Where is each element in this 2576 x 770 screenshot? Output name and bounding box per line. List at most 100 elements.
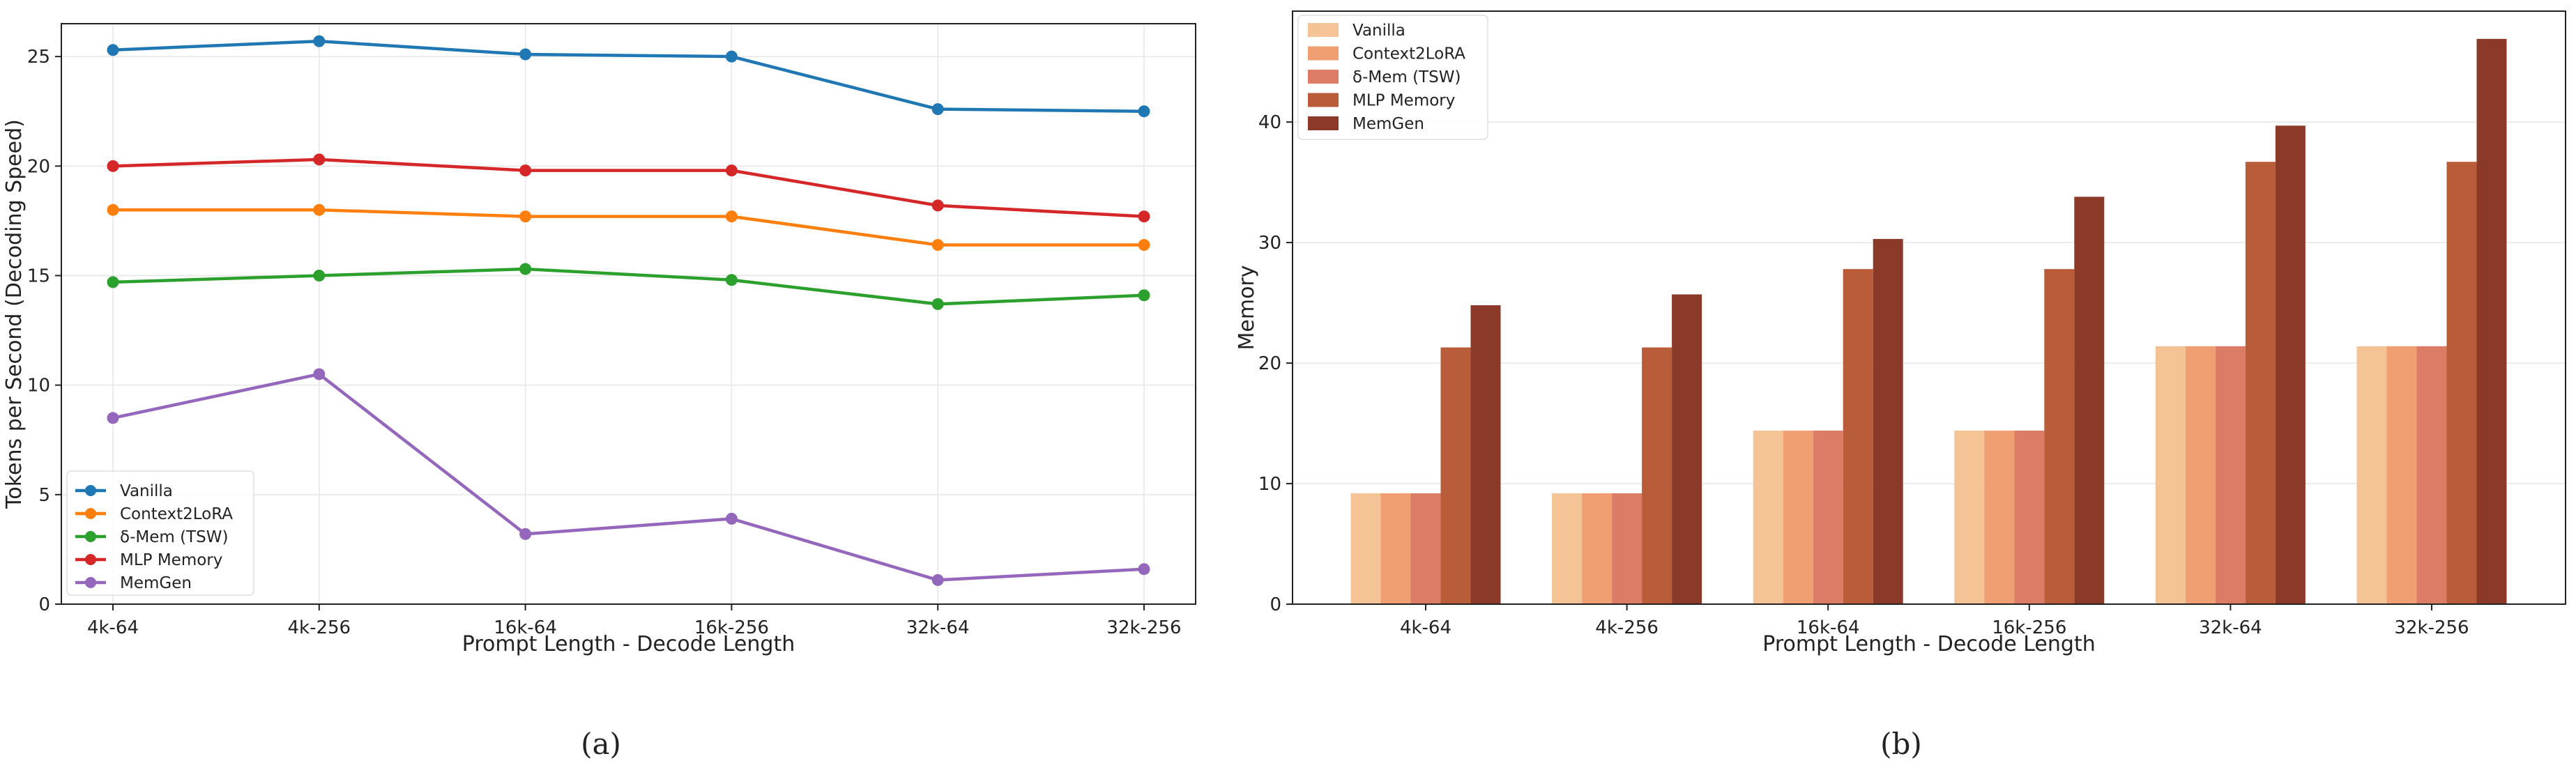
bar (1843, 269, 1873, 604)
legend-label: MLP Memory (1352, 92, 1455, 110)
caption-a: (a) (581, 727, 621, 761)
legend-swatch (1308, 93, 1339, 107)
bar (2446, 162, 2477, 604)
bar (1873, 238, 1903, 604)
caption-b: (b) (1880, 727, 1922, 761)
data-point (725, 210, 738, 223)
data-point (313, 35, 326, 47)
legend-swatch (1308, 46, 1339, 61)
bar (2245, 162, 2276, 604)
data-point (725, 164, 738, 177)
legend-label: δ-Mem (TSW) (1352, 68, 1461, 86)
data-point (519, 164, 532, 177)
bar (1380, 493, 1411, 604)
y-tick-label: 10 (27, 376, 50, 396)
data-point (313, 153, 326, 166)
bar (1410, 493, 1441, 604)
x-axis-label: Prompt Length - Decode Length (1762, 632, 2095, 656)
y-axis-label: Tokens per Second (Decoding Speed) (2, 119, 26, 509)
bar (2155, 346, 2186, 604)
data-point (107, 412, 119, 424)
bar (2275, 125, 2306, 605)
bar (1672, 294, 1702, 604)
legend-label: MLP Memory (120, 551, 222, 569)
y-tick-label: 15 (27, 265, 50, 286)
y-tick-label: 0 (1270, 594, 1281, 615)
data-point (931, 199, 944, 212)
data-point (107, 203, 119, 216)
data-point (931, 103, 944, 116)
bar (1350, 493, 1381, 604)
bar (2416, 346, 2447, 604)
data-point (1138, 105, 1150, 118)
data-point (107, 44, 119, 56)
data-point (1138, 210, 1150, 223)
plot-frame (61, 23, 1196, 605)
y-axis-label: Memory (1235, 265, 1259, 350)
x-tick-label: 32k-256 (1106, 617, 1181, 638)
bar (2185, 346, 2216, 604)
legend-box (1297, 15, 1488, 140)
y-tick-label: 30 (1258, 233, 1281, 254)
bar (1642, 347, 1672, 604)
bar (1440, 347, 1471, 604)
legend-marker (85, 485, 96, 496)
legend-label: Vanilla (1352, 22, 1405, 40)
bar (2044, 269, 2075, 604)
x-tick-label: 16k-64 (1797, 617, 1860, 638)
y-tick-label: 20 (27, 156, 50, 177)
series-line-3 (112, 157, 1145, 218)
legend-swatch (1308, 23, 1339, 37)
x-tick-label: 16k-256 (694, 617, 769, 638)
bar (2476, 38, 2507, 604)
y-tick-label: 10 (1258, 474, 1281, 495)
data-point (931, 573, 944, 586)
legend-swatch (1308, 70, 1339, 84)
legend-label: Context2LoRA (1352, 45, 1465, 63)
legend-marker (85, 531, 96, 542)
data-point (313, 269, 326, 282)
legend-label: δ-Mem (TSW) (120, 528, 228, 546)
plot-frame (1292, 10, 2566, 605)
data-point (313, 203, 326, 216)
x-tick-label: 4k-64 (1400, 617, 1451, 638)
legend-box (66, 470, 254, 596)
data-point (725, 274, 738, 286)
x-tick-label: 4k-256 (1595, 617, 1659, 638)
series-line-2 (112, 267, 1145, 306)
bar (2014, 430, 2045, 604)
bar (1783, 430, 1813, 604)
y-tick-label: 0 (38, 594, 50, 615)
data-point (519, 263, 532, 275)
legend-label: Context2LoRA (120, 505, 233, 523)
data-point (1138, 238, 1150, 251)
bar (2074, 197, 2105, 605)
bar (1612, 493, 1643, 604)
x-axis-label: Prompt Length - Decode Length (462, 632, 795, 656)
bar (1813, 430, 1843, 604)
y-tick-label: 40 (1258, 112, 1281, 133)
legend-label: MemGen (1352, 115, 1424, 133)
data-point (931, 298, 944, 310)
x-tick-label: 32k-256 (2394, 617, 2469, 638)
bar (1552, 493, 1583, 604)
bar (1753, 430, 1783, 604)
data-point (313, 368, 326, 380)
series-line-4 (112, 372, 1145, 582)
data-point (519, 528, 532, 540)
y-tick-label: 20 (1258, 353, 1281, 374)
data-point (725, 50, 738, 63)
x-tick-label: 4k-256 (287, 617, 351, 638)
data-point (1138, 289, 1150, 302)
data-point (725, 512, 738, 525)
legend-marker (85, 554, 96, 565)
x-tick-label: 16k-64 (494, 617, 557, 638)
bar (1954, 430, 1985, 604)
bar (1984, 430, 2015, 604)
legend-swatch (1308, 116, 1339, 130)
x-tick-label: 32k-64 (906, 617, 970, 638)
chart-b-memory: 0 10 20 30 40 4k-64 4k-256 16k-64 16k-256 32k-64 3… (1235, 10, 2566, 656)
bar (2215, 346, 2246, 604)
y-tick-label: 5 (38, 485, 50, 506)
series-line-0 (112, 39, 1145, 113)
